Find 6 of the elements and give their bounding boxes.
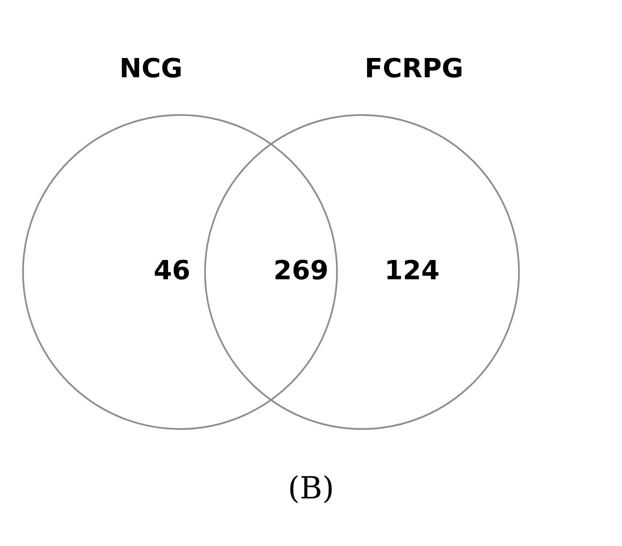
text: (B) <box>290 475 332 504</box>
text: FCRPG <box>367 58 462 78</box>
data-label: 46 <box>154 260 189 280</box>
data-label: 124 <box>387 260 438 280</box>
text: NCG <box>122 58 181 78</box>
data-label: 269 <box>276 260 327 280</box>
